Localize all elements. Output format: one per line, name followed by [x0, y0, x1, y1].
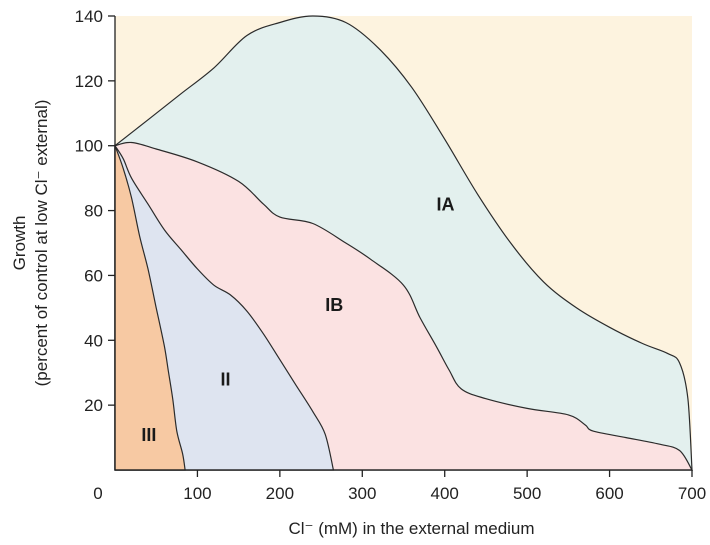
region-iii-area	[114, 145, 186, 471]
region-ii-label: II	[221, 370, 231, 390]
y-tick-label: 60	[84, 266, 103, 285]
region-ib-label: IB	[325, 295, 343, 315]
regions	[114, 15, 694, 471]
x-tick-label: 600	[595, 484, 623, 503]
axes: 0 100 200 300 400 500 600 700 20 40 60 80 100 120 140	[75, 7, 707, 503]
x-tick-label: 200	[266, 484, 294, 503]
x-tick-label: 500	[513, 484, 541, 503]
y-axis-title-line2: (percent of control at low Cl⁻ external)	[32, 100, 51, 387]
x-tick-label: 700	[678, 484, 706, 503]
x-tick-label: 300	[348, 484, 376, 503]
x-tick-label: 0	[93, 484, 102, 503]
y-tick-label: 140	[75, 7, 103, 26]
y-tick-label: 120	[75, 72, 103, 91]
y-tick-label: 100	[75, 137, 103, 156]
x-axis-title: Cl⁻ (mM) in the external medium	[288, 519, 534, 538]
x-tick-label: 100	[183, 484, 211, 503]
y-tick-label: 40	[84, 331, 103, 350]
y-tick-label: 20	[84, 396, 103, 415]
y-tick-label: 80	[84, 202, 103, 221]
region-iii-label: III	[141, 425, 156, 445]
region-ia-label: IA	[436, 195, 454, 215]
x-tick-label: 400	[431, 484, 459, 503]
y-axis-title-line1: Growth	[10, 216, 29, 271]
